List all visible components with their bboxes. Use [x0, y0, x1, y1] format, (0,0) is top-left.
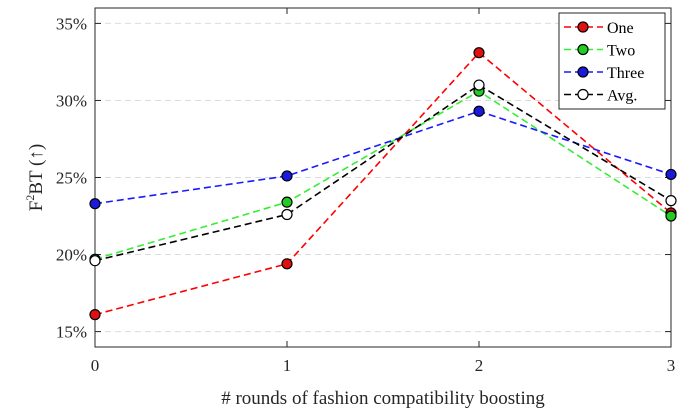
series-point-3-2	[473, 79, 485, 91]
series-point-2-3	[665, 168, 677, 181]
series-line-3	[94, 84, 672, 262]
y-axis-label-rest: BT (↑)	[26, 144, 47, 195]
y-tick-label: 25%	[56, 169, 87, 188]
y-tick-label: 15%	[56, 323, 87, 342]
series-point-2-0	[89, 198, 101, 210]
x-tick-label: 2	[475, 356, 484, 375]
series-point-1-1	[281, 196, 293, 208]
series-point-0-0	[89, 309, 101, 321]
legend-marker-0	[577, 21, 589, 33]
x-tick-label: 3	[667, 356, 676, 375]
y-axis-label: F2BT (↑)	[23, 144, 47, 211]
x-tick-label: 0	[91, 356, 100, 375]
series-point-0-1	[281, 258, 293, 270]
x-tick-label: 1	[283, 356, 292, 375]
series-point-2-2	[473, 105, 485, 117]
series-line-0	[94, 51, 672, 316]
series-line-1	[94, 90, 672, 260]
y-tick-label: 20%	[56, 246, 87, 265]
y-axis-label-sup: 2	[23, 195, 37, 201]
x-axis-label: # rounds of fashion compatibility boosti…	[221, 388, 545, 409]
axis-ticks: 15% 20% 25% 30% 35% 0 1 2 3	[56, 8, 675, 375]
series-point-0-2	[473, 47, 485, 59]
legend-marker-3	[577, 88, 589, 101]
y-axis-label-main: F	[26, 201, 47, 212]
y-tick-label: 35%	[56, 14, 87, 33]
legend-box	[558, 12, 666, 110]
legend-label-2: Three	[607, 65, 644, 82]
legend-label-0: One	[607, 20, 634, 37]
series-group	[89, 47, 677, 321]
series-point-3-1	[281, 208, 293, 221]
series-point-3-0	[89, 255, 101, 267]
series-point-3-3	[665, 195, 677, 207]
legend-marker-1	[577, 43, 589, 56]
legend-label-3: Avg.	[607, 88, 637, 105]
y-tick-label: 30%	[56, 91, 87, 110]
legend: One Two Three Avg.	[558, 12, 666, 110]
series-point-1-3	[665, 210, 677, 222]
legend-label-1: Two	[607, 43, 635, 60]
legend-marker-2	[577, 66, 589, 78]
series-point-2-1	[281, 170, 293, 182]
